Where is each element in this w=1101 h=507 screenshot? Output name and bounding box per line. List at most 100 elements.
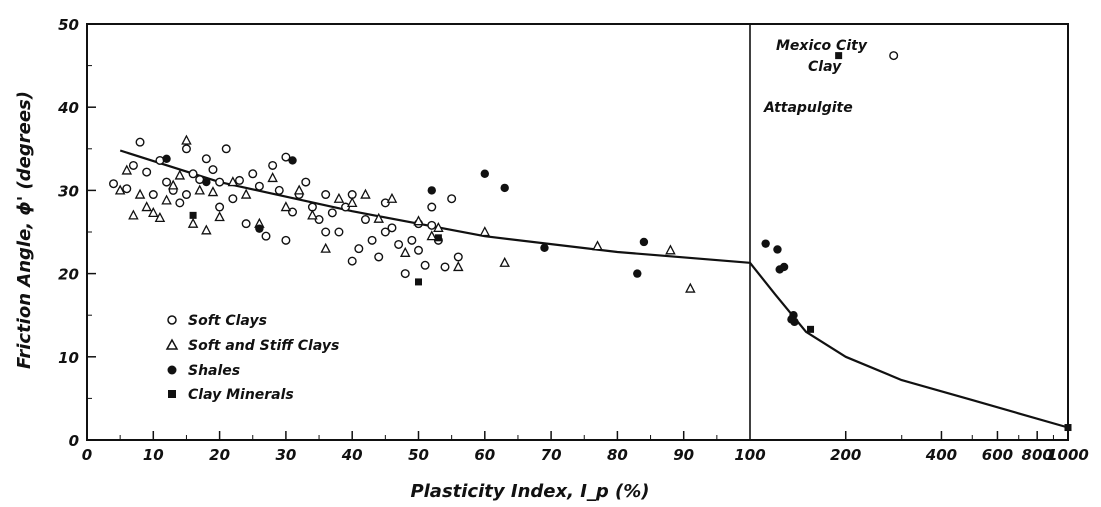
point-soft-clays: [162, 177, 172, 187]
point-soft-clays: [427, 202, 437, 212]
point-soft-clays: [288, 207, 298, 217]
point-shales: [480, 169, 489, 178]
point-soft-clays: [360, 215, 370, 225]
y-tick-label: 0: [69, 432, 79, 450]
point-soft-clays: [175, 198, 185, 208]
point-soft-clays: [427, 220, 437, 230]
point-soft-clays: [281, 152, 291, 162]
point-soft-clays: [274, 185, 284, 195]
legend-label-shales: Shales: [188, 363, 240, 379]
point-soft-clays: [201, 154, 211, 164]
point-soft-clays: [341, 202, 351, 212]
point-clay-minerals: [807, 325, 815, 333]
point-soft-clays: [394, 239, 404, 249]
point-shales: [540, 243, 549, 253]
point-soft-clays: [188, 169, 198, 179]
point-soft-clays: [327, 208, 337, 218]
point-shales: [633, 269, 642, 278]
x-log-tick-label: 600: [982, 446, 1013, 464]
point-soft-stiff-clays: [333, 192, 345, 203]
x-tick-label: 20: [209, 446, 230, 464]
point-soft-stiff-clays: [592, 240, 603, 251]
annotation-mexico-line2: Clay: [808, 59, 842, 75]
point-soft-clays: [221, 144, 231, 154]
x-tick-label: 90: [673, 446, 694, 464]
point-soft-stiff-clays: [413, 215, 424, 226]
point-soft-stiff-clays: [214, 211, 225, 222]
point-soft-stiff-clays: [114, 184, 126, 195]
point-soft-stiff-clays: [154, 211, 166, 223]
point-shales: [162, 154, 171, 163]
x-log-tick-label: 800: [1022, 446, 1053, 464]
point-shales: [288, 156, 297, 165]
x-tick-label: 50: [408, 446, 429, 464]
point-soft-stiff-clays: [293, 184, 305, 195]
legend-marker-filled-square: [168, 390, 176, 398]
point-soft-clays: [234, 175, 244, 185]
x-log-tick-label: 200: [830, 446, 861, 464]
x-tick-label: 70: [541, 446, 562, 464]
legend-item-clay-minerals: Clay Minerals: [168, 387, 294, 403]
point-soft-stiff-clays: [499, 256, 510, 267]
annotation-mexico-line1: Mexico City: [776, 38, 868, 54]
point-shales: [500, 183, 509, 193]
points-layer: [109, 51, 1072, 432]
point-soft-clays: [440, 262, 450, 272]
point-soft-clays: [314, 215, 324, 225]
point-soft-stiff-clays: [167, 179, 179, 190]
point-soft-clays: [347, 256, 357, 266]
point-soft-clays: [254, 181, 264, 191]
y-axis-label: Friction Angle, ϕ' (degrees): [14, 91, 35, 369]
point-clay-minerals: [1064, 424, 1072, 432]
trend-layer: [119, 149, 1069, 429]
point-shales: [639, 237, 649, 247]
legend-item-soft-and-stiff-clays: Soft and Stiff Clays: [165, 338, 339, 354]
point-shales: [761, 239, 770, 248]
point-soft-stiff-clays: [280, 201, 292, 212]
point-soft-clays: [248, 169, 258, 179]
point-shales: [427, 186, 436, 195]
point-clay-minerals: [415, 278, 422, 286]
legend: Soft Clays Soft and Stiff Clays Shales C…: [165, 313, 339, 403]
y-tick-label: 10: [58, 349, 79, 367]
point-soft-stiff-clays: [174, 169, 186, 180]
point-soft-clays: [142, 167, 152, 177]
point-clay-minerals: [189, 211, 197, 219]
point-soft-clays: [407, 235, 417, 245]
point-soft-clays: [281, 235, 291, 245]
point-soft-clays: [420, 260, 430, 270]
x-tick-label: 40: [341, 446, 363, 464]
ticks-layer: 0 10 20 30 40 50 0 10 20 30 40 50 60 70 80 90 100 200 400 6…: [57, 16, 1089, 464]
point-soft-clays: [321, 227, 331, 237]
point-shales: [779, 262, 789, 272]
point-soft-clays: [241, 219, 251, 229]
point-soft-clays: [181, 144, 191, 154]
legend-marker-filled-circle: [167, 365, 177, 375]
legend-label-soft-and-stiff-clays: Soft and Stiff Clays: [188, 338, 339, 354]
point-soft-clays: [400, 269, 410, 279]
point-soft-stiff-clays: [194, 184, 205, 195]
point-soft-clays: [208, 165, 218, 175]
point-soft-clays: [374, 252, 384, 262]
x-tick-label: 0: [82, 446, 92, 464]
x-log-tick-label: 400: [925, 446, 957, 464]
point-soft-stiff-clays: [121, 164, 133, 175]
point-soft-stiff-clays: [307, 209, 318, 220]
legend-item-soft-clays: Soft Clays: [167, 313, 267, 329]
legend-label-soft-clays: Soft Clays: [188, 313, 267, 329]
point-soft-clays: [148, 190, 158, 200]
point-clay-minerals: [835, 52, 843, 60]
point-soft-stiff-clays: [479, 226, 491, 237]
point-soft-stiff-clays: [227, 176, 239, 187]
y-tick-label: 20: [58, 266, 79, 284]
point-shales: [787, 315, 796, 324]
point-soft-clays: [215, 202, 225, 212]
point-soft-clays: [215, 177, 225, 187]
point-soft-clays: [301, 177, 311, 187]
x-tick-label: 30: [275, 446, 296, 464]
point-soft-stiff-clays: [267, 172, 278, 183]
point-soft-stiff-clays: [148, 206, 159, 218]
point-soft-stiff-clays: [453, 261, 464, 272]
y-tick-label: 40: [57, 99, 79, 117]
